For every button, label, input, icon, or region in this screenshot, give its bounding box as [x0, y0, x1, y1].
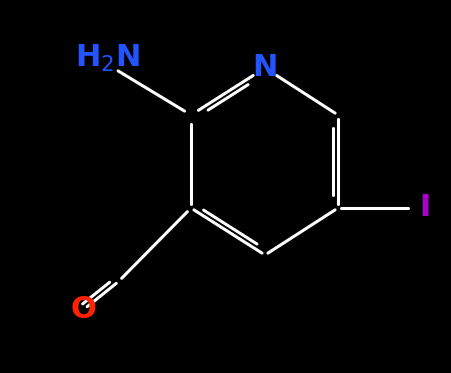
Text: H$_2$N: H$_2$N — [75, 43, 139, 73]
Text: O: O — [70, 295, 96, 325]
Text: N: N — [252, 53, 277, 82]
Text: I: I — [419, 194, 430, 223]
